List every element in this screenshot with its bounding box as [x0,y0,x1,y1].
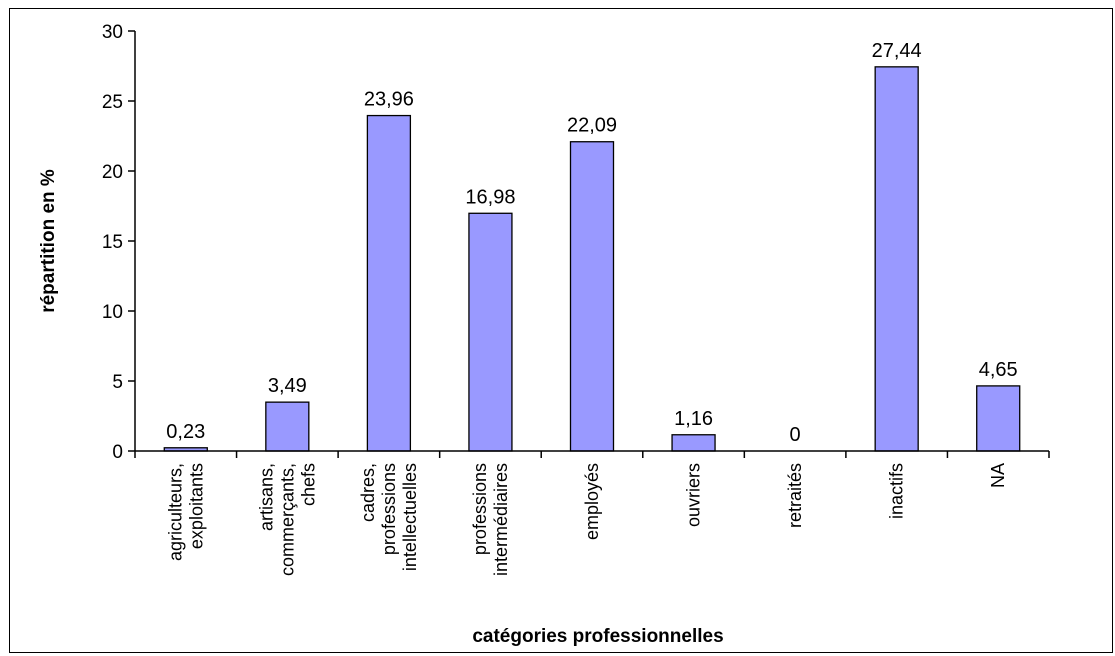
x-category-label: ouvriers [684,463,704,527]
x-category-label: employés [582,463,602,540]
y-tick-label: 20 [102,162,123,183]
x-category-label: cadres, [358,463,378,522]
data-labels: 0,23 3,49 23,96 16,98 22,09 1,16 0 27,44 4,65 [166,40,1017,446]
y-tick-label: 5 [112,372,123,393]
x-category-label: chefs [298,463,318,506]
data-label: 23,96 [364,89,414,111]
x-category-label: artisans, [256,463,276,531]
x-category-label: NA [988,463,1008,488]
x-category-label: intermédiaires [491,463,511,576]
data-label: 0,23 [166,421,205,443]
x-category-label: professions [379,463,399,555]
data-label: 27,44 [872,40,922,62]
y-tick-label: 25 [102,92,123,113]
y-axis-title: répartition en % [38,169,59,313]
data-label: 1,16 [674,408,713,430]
bar [569,141,615,452]
data-label: 0 [790,424,801,446]
x-category-label: retraités [785,463,805,528]
x-category-label: inactifs [887,463,907,519]
x-axis-title: catégories professionnelles [472,626,723,647]
bar [468,212,513,452]
data-label: 3,49 [268,375,307,397]
chart-frame [9,8,1113,653]
y-tick-label: 10 [102,302,123,323]
bars [163,66,1021,452]
data-label: 22,09 [567,115,617,137]
y-tick-label: 0 [112,442,123,463]
bar [874,66,919,452]
data-label: 4,65 [979,359,1018,381]
x-category-label: professions [470,463,490,555]
y-tick-label: 30 [102,22,123,43]
bar [366,114,412,452]
bar [671,434,716,452]
x-category-label: exploitants [186,463,206,549]
bar [976,385,1021,452]
x-category-label: commerçants, [277,463,297,576]
bar [265,401,310,452]
y-tick-label: 15 [102,232,123,253]
x-category-label: agriculteurs, [165,463,185,561]
data-label: 16,98 [465,186,515,208]
x-category-labels: agriculteurs, exploitants artisans, commerç… [165,463,1008,576]
x-category-label: intellectuelles [400,463,420,571]
x-axis-ticks [134,451,1050,458]
y-axis-ticks: 0 5 10 15 20 25 30 [102,22,135,463]
